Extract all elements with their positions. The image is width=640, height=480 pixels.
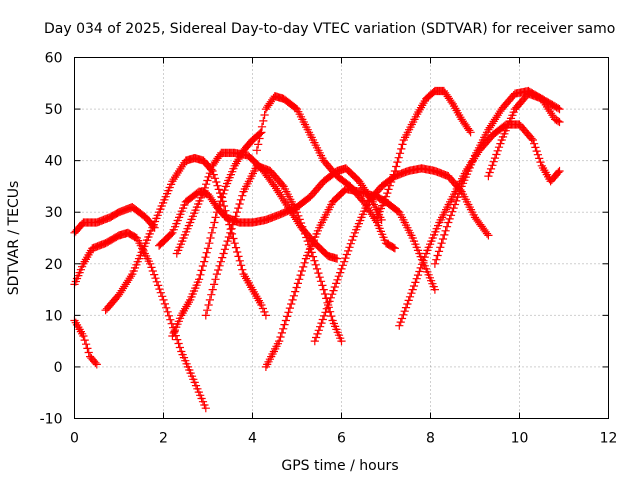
series-arc-03	[70, 316, 101, 369]
series-arc-15	[484, 89, 564, 181]
grid-layer	[74, 57, 609, 419]
series-arc-07	[172, 148, 342, 263]
y-tick-label: 60	[45, 51, 63, 67]
y-tick-label: 40	[45, 154, 63, 170]
series-markers	[70, 203, 159, 237]
y-tick-label: -10	[40, 412, 63, 428]
x-tick-label: 12	[600, 431, 618, 447]
y-tick-label: 20	[45, 257, 63, 273]
series-markers	[261, 184, 439, 371]
chart-title: Day 034 of 2025, Sidereal Day-to-day VTE…	[44, 21, 615, 37]
series-arc-10	[261, 184, 439, 371]
x-tick-label: 8	[426, 431, 435, 447]
series-markers	[172, 148, 342, 263]
series-markers	[373, 86, 475, 222]
x-tick-label: 6	[337, 431, 346, 447]
y-tick-label: 0	[54, 360, 63, 376]
y-axis-label: SDTVAR / TECUs	[6, 181, 22, 296]
y-tick-label: 50	[45, 102, 63, 118]
x-tick-label: 4	[248, 431, 257, 447]
series-arc-01	[70, 203, 159, 237]
series-markers	[70, 316, 101, 369]
series-arc-12	[373, 86, 475, 222]
y-tick-label: 30	[45, 205, 63, 221]
tick-layer: 0 2 4 6 8 10 12 -10 0 10 20 30 40 50 60	[40, 51, 618, 447]
x-axis-label: GPS time / hours	[281, 458, 398, 474]
series-layer	[70, 86, 564, 413]
x-tick-label: 10	[511, 431, 529, 447]
y-tick-label: 10	[45, 308, 63, 324]
x-tick-label: 0	[70, 431, 79, 447]
series-markers	[484, 89, 564, 181]
x-tick-label: 2	[159, 431, 168, 447]
